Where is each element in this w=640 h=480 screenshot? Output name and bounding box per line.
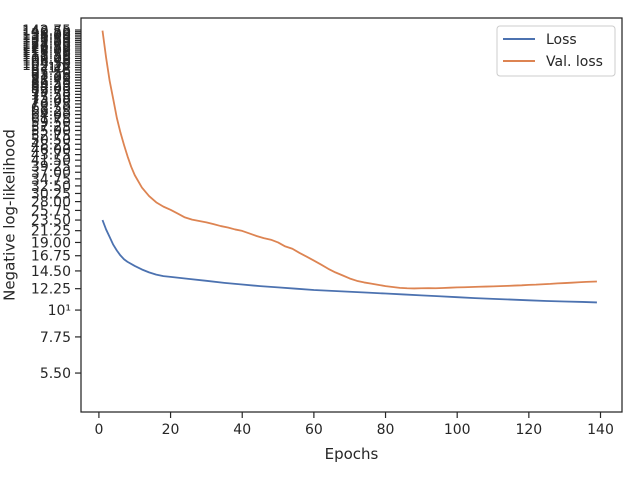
y-tick-label: 32.50 <box>31 179 71 195</box>
x-tick-label: 60 <box>305 422 323 438</box>
y-tick-label: 95.50 <box>31 65 71 81</box>
y-tick-label: 50.50 <box>31 132 71 148</box>
y-tick-label: 111.25 <box>22 49 71 65</box>
y-tick-label: 142.75 <box>22 23 71 39</box>
y-tick-label: 120.25 <box>22 41 71 57</box>
y-tick-label: 46.00 <box>31 142 71 158</box>
y-tick-label: 66.25 <box>31 104 71 120</box>
y-tick-label: 133.75 <box>22 30 71 46</box>
legend-label-val-loss: Val. loss <box>546 54 603 70</box>
y-tick-label: 23.50 <box>31 213 71 229</box>
y-tick-label: 57.25 <box>31 119 71 135</box>
y-tick-label: 7.75 <box>40 330 71 346</box>
y-tick-label: 129.25 <box>22 33 71 49</box>
legend: Loss Val. loss <box>496 25 616 77</box>
y-tick-label: 131.50 <box>22 32 71 48</box>
y-tick-label: 113.50 <box>22 47 71 63</box>
y-tick-label: 124.75 <box>22 37 71 53</box>
y-tick-label: 10² <box>48 61 71 77</box>
x-tick-label: 20 <box>162 422 180 438</box>
y-tick-label: 140.50 <box>22 25 71 41</box>
y-tick-label: 14.50 <box>31 264 71 280</box>
y-tick-label: 86.50 <box>31 76 71 92</box>
y-tick-label: 109.00 <box>22 51 71 67</box>
y-tick-label: 37.00 <box>31 165 71 181</box>
y-tick-label: 16.75 <box>31 249 71 265</box>
y-tick-label: 48.25 <box>31 137 71 153</box>
x-tick-label: 100 <box>444 422 471 438</box>
y-tick-label: 21.25 <box>31 224 71 240</box>
y-tick-label: 28.00 <box>31 195 71 211</box>
legend-label-loss: Loss <box>546 32 577 48</box>
series-line-val-loss <box>101 30 597 290</box>
series-layer <box>101 30 597 304</box>
y-tick-label: 34.75 <box>31 172 71 188</box>
y-tick-label: 88.75 <box>31 73 71 89</box>
y-tick-label: 68.50 <box>31 100 71 116</box>
x-tick-label: 0 <box>94 422 103 438</box>
y-axis-ticks: 5.50 7.75 10¹ 12.25 14.5016.7519.0021.2523.5… <box>22 23 81 382</box>
y-tick-label: 93.25 <box>31 68 71 84</box>
x-tick-label: 80 <box>377 422 395 438</box>
x-axis-label: Epochs <box>325 445 379 463</box>
y-tick-label: 102.25 <box>22 58 71 74</box>
x-tick-label: 40 <box>233 422 251 438</box>
y-tick-label: 75.25 <box>31 90 71 106</box>
y-tick-label: 70.75 <box>31 97 71 113</box>
y-tick-label: 118.00 <box>22 43 71 59</box>
y-tick-label: 115.75 <box>22 45 71 61</box>
y-tick-label: 104.50 <box>22 56 71 72</box>
y-axis-label: Negative log-likelihood <box>1 129 19 301</box>
y-tick-label: 19.00 <box>31 235 71 251</box>
y-tick-label: 122.50 <box>22 39 71 55</box>
y-tick-label: 106.75 <box>22 54 71 70</box>
y-tick-label: 61.75 <box>31 111 71 127</box>
y-tick-label: 41.50 <box>31 153 71 169</box>
y-tick-label: 136.00 <box>22 28 71 44</box>
y-tick-label: 39.25 <box>31 159 71 175</box>
y-tick-label: 25.75 <box>31 203 71 219</box>
y-tick-label: 73.00 <box>31 94 71 110</box>
y-tick-label: 43.75 <box>31 148 71 164</box>
y-tick-label: 79.75 <box>31 84 71 100</box>
x-tick-label: 120 <box>515 422 542 438</box>
series-line-loss <box>101 219 597 304</box>
y-tick-label: 12.25 <box>31 282 71 298</box>
y-tick-label: 127.00 <box>22 35 71 51</box>
y-tick-label: 82.00 <box>31 81 71 97</box>
y-tick-label: 52.75 <box>31 128 71 144</box>
y-tick-label: 10¹ <box>48 303 71 319</box>
y-tick-label: 84.25 <box>31 79 71 95</box>
plot-frame <box>80 17 623 413</box>
y-tick-label: 30.25 <box>31 186 71 202</box>
y-tick-label: 97.75 <box>31 63 71 79</box>
y-tick-label: 91.00 <box>31 70 71 86</box>
y-tick-label: 64.00 <box>31 108 71 124</box>
y-tick-label: 77.50 <box>31 87 71 103</box>
x-axis-ticks: 0 20 40 60 80 100 120 140 <box>94 412 614 438</box>
y-tick-label: 59.50 <box>31 115 71 131</box>
x-tick-label: 140 <box>587 422 614 438</box>
y-tick-label: 5.50 <box>40 366 71 382</box>
y-tick-label: 55.00 <box>31 123 71 139</box>
y-tick-label: 138.25 <box>22 26 71 42</box>
